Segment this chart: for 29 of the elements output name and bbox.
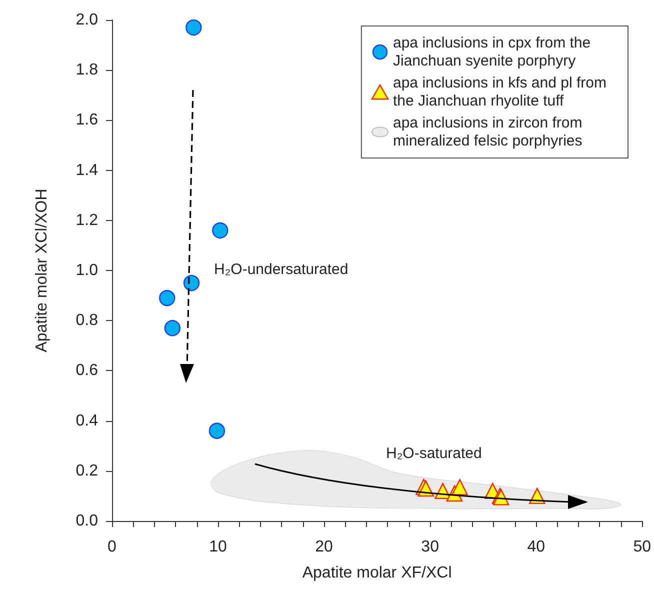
y-tick-label: 1.8: [76, 62, 98, 79]
x-tick-label: 20: [315, 538, 334, 556]
y-tick-label: 0.6: [76, 362, 98, 380]
y-tick-label: 0.0: [76, 512, 98, 530]
y-tick-label: 0.4: [76, 412, 98, 430]
y-tick-label: 0.8: [76, 312, 98, 330]
y-tick-label: 1.0: [76, 262, 98, 279]
y-tick-label: 1.4: [76, 162, 98, 179]
point: [452, 479, 468, 496]
x-tick-label: 40: [527, 538, 546, 556]
x-tick-label: 0: [108, 538, 117, 556]
point: [164, 320, 181, 336]
point: [212, 222, 228, 239]
point: [159, 290, 176, 306]
annotation: H₂O-saturated: [386, 445, 482, 462]
y-tick-label: 1.6: [76, 112, 98, 129]
x-tick-label: 50: [633, 538, 652, 556]
x-tick-label: 10: [209, 538, 228, 556]
y-tick-label: 1.2: [76, 212, 98, 229]
point: [186, 19, 202, 36]
y-axis-title: Apatite molar XCl/XOH: [34, 188, 50, 352]
point: [183, 274, 200, 292]
legend-label: apa inclusions in zircon from mineralized felsic porphyries: [393, 114, 586, 150]
point: [208, 422, 226, 439]
x-axis-title: Apatite molar XF/XCl: [302, 564, 452, 582]
y-tick-label: 0.2: [76, 462, 98, 480]
x-tick-label: 30: [421, 538, 440, 556]
annotation: H₂O-undersaturated: [214, 261, 348, 278]
y-tick-label: 2.0: [76, 12, 98, 28]
